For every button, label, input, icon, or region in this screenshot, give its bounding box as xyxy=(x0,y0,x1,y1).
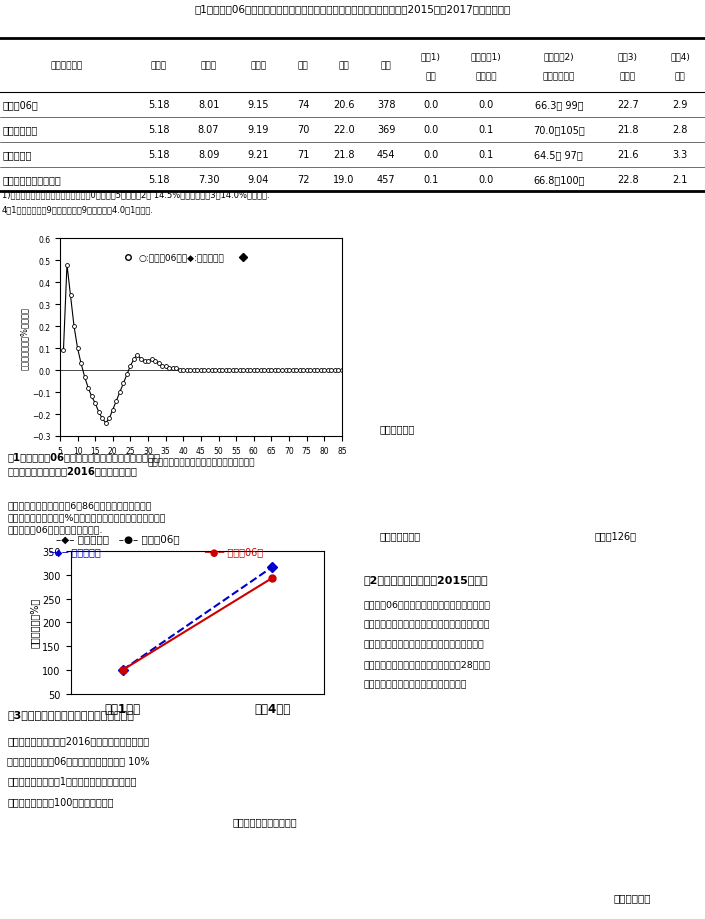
Text: 滋賀羽二重糯: 滋賀羽二重糯 xyxy=(379,424,415,434)
Text: 2.9: 2.9 xyxy=(673,100,688,110)
Text: 外観4): 外観4) xyxy=(670,52,690,62)
Text: ベーグル用の配合に、2016年産の「ヒヨクモチ」: ベーグル用の配合に、2016年産の「ヒヨクモチ」 xyxy=(7,735,149,745)
Text: 0.0: 0.0 xyxy=(479,100,494,110)
Text: 21.6: 21.6 xyxy=(617,150,639,160)
Text: 66.3（ 99）: 66.3（ 99） xyxy=(534,100,583,110)
Text: ブレンドした．製鄂1日後の「ヒヨクモチ」糸粉: ブレンドした．製鄂1日後の「ヒヨクモチ」糸粉 xyxy=(7,776,137,786)
Text: 表1「愛知糸06号」の主要特性（愛知県農業総合試験場山間農業研究所、2015年～2017年の平均値）: 表1「愛知糸06号」の主要特性（愛知県農業総合試験場山間農業研究所、2015年～… xyxy=(195,5,510,15)
Text: 22.0: 22.0 xyxy=(333,125,355,135)
Text: ○:愛知糸06号　◆:ヒメノモチ: ○:愛知糸06号 ◆:ヒメノモチ xyxy=(139,253,225,262)
Text: 「愛知糸06号」と「ヒメノモチ」は愛知農総試: 「愛知糸06号」と「ヒメノモチ」は愛知農総試 xyxy=(363,599,490,608)
Text: 22.7: 22.7 xyxy=(617,100,639,110)
Text: 出穂期: 出穂期 xyxy=(200,62,216,71)
Text: 454: 454 xyxy=(377,150,396,160)
Text: 0.0: 0.0 xyxy=(423,150,439,160)
Text: 倒伏1): 倒伏1) xyxy=(421,52,441,62)
Text: 0.0: 0.0 xyxy=(423,125,439,135)
Text: 9.15: 9.15 xyxy=(247,100,269,110)
Text: 県、滋賀県、北海道産を用いた．製郜28時間後: 県、滋賀県、北海道産を用いた．製郜28時間後 xyxy=(363,660,490,669)
Text: 愛知糯126号: 愛知糯126号 xyxy=(611,357,653,367)
Text: ─◆─ ヒヨクモチ: ─◆─ ヒヨクモチ xyxy=(49,547,101,557)
Text: 4）1（上の上）～9（下の下）の9段階評価で4.0が1等相当.: 4）1（上の上）～9（下の下）の9段階評価で4.0が1等相当. xyxy=(2,205,154,214)
Text: 22.8: 22.8 xyxy=(617,175,639,185)
Text: 図3　パン（ベーグル）の硭さの経時変化: 図3 パン（ベーグル）の硭さの経時変化 xyxy=(7,709,134,720)
Text: ヒメノモチ: ヒメノモチ xyxy=(422,249,452,259)
Text: 精玄米重2): 精玄米重2) xyxy=(544,52,574,62)
Text: 愛知糯126号: 愛知糯126号 xyxy=(594,531,636,541)
Text: 穂長: 穂長 xyxy=(338,62,350,71)
Text: 0.1: 0.1 xyxy=(423,175,439,185)
Text: 9.04: 9.04 xyxy=(247,175,269,185)
Text: 72: 72 xyxy=(297,175,309,185)
Text: 穂数: 穂数 xyxy=(381,62,391,71)
Text: 3.3: 3.3 xyxy=(673,150,688,160)
Text: きぬはなもち: きぬはなもち xyxy=(3,125,38,135)
Text: 両品種について、重合度6～86までの各側鎖の、全側
鎖に対するモル比率（%）を算出し、「ヒメノモチ」に対す
る「愛知糸06号」の差分を示した.: 両品種について、重合度6～86までの各側鎖の、全側 鎖に対するモル比率（%）を算… xyxy=(7,501,166,533)
Text: 21.8: 21.8 xyxy=(617,125,639,135)
Text: 品質: 品質 xyxy=(675,73,685,81)
Text: モチミノリ: モチミノリ xyxy=(3,150,32,160)
Text: ブレンドの硭さを100として示した．: ブレンドの硭さを100として示した． xyxy=(7,796,114,806)
Text: 8.07: 8.07 xyxy=(198,125,219,135)
Text: ココノエモチ（対照）: ココノエモチ（対照） xyxy=(3,175,61,185)
Text: 山間農業研究所産、「ヒヨクモチ」、「滋賀羽二: 山間農業研究所産、「ヒヨクモチ」、「滋賀羽二 xyxy=(363,619,489,629)
Text: 5.18: 5.18 xyxy=(148,125,170,135)
Text: 千粒重: 千粒重 xyxy=(620,73,636,81)
Text: 0.1: 0.1 xyxy=(479,125,494,135)
Text: 程度: 程度 xyxy=(426,73,436,81)
Text: 重糸」、「はくちょうもち」は、それぞれ佐賀: 重糸」、「はくちょうもち」は、それぞれ佐賀 xyxy=(363,640,484,649)
Text: 2.1: 2.1 xyxy=(673,175,688,185)
Text: 71: 71 xyxy=(297,150,309,160)
Text: 5.18: 5.18 xyxy=(148,175,170,185)
Text: –◆– ヒヨクモチ   –●– 愛知糸06号: –◆– ヒヨクモチ –●– 愛知糸06号 xyxy=(56,534,180,544)
Text: 64.5（ 97）: 64.5（ 97） xyxy=(534,150,583,160)
Text: 発生程度: 発生程度 xyxy=(475,73,497,81)
Text: もしくは「愛知糸06号」の気流粉砕糸粉を 10%: もしくは「愛知糸06号」の気流粉砕糸粉を 10% xyxy=(7,755,149,766)
Text: 0.0: 0.0 xyxy=(479,175,494,185)
Text: 図2　餅硭化性の比較（2015年産）: 図2 餅硭化性の比較（2015年産） xyxy=(363,574,488,584)
Text: 20.6: 20.6 xyxy=(333,100,355,110)
Text: 稈長: 稈長 xyxy=(298,62,309,71)
Text: 369: 369 xyxy=(377,125,396,135)
Text: 9.19: 9.19 xyxy=(247,125,269,135)
Text: の硭さを吹き下げ法によって比較した．: の硭さを吹き下げ法によって比較した． xyxy=(363,680,467,689)
Text: 0.0: 0.0 xyxy=(423,100,439,110)
Text: はくちょうもち: はくちょうもち xyxy=(379,531,421,541)
Text: 66.8（100）: 66.8（100） xyxy=(533,175,584,185)
Text: 457: 457 xyxy=(377,175,396,185)
Text: 成熟期: 成熟期 xyxy=(250,62,266,71)
Text: 5.18: 5.18 xyxy=(148,100,170,110)
Text: 穂いもち1): 穂いもち1) xyxy=(471,52,501,62)
Y-axis label: 側鎖モル比率（%）の差分: 側鎖モル比率（%）の差分 xyxy=(20,306,29,369)
Y-axis label: パンの硭さ（%）: パンの硭さ（%） xyxy=(30,597,39,648)
Text: 8.09: 8.09 xyxy=(198,150,219,160)
Text: 品種・系統名: 品種・系統名 xyxy=(51,62,83,71)
Text: 0.1: 0.1 xyxy=(479,150,494,160)
Text: ＼敝島製パン株式会社］: ＼敝島製パン株式会社］ xyxy=(233,816,298,826)
Text: 8.01: 8.01 xyxy=(198,100,219,110)
Text: ヒヨクモチ: ヒヨクモチ xyxy=(379,305,409,315)
Text: 1)倒伏程度、穂いもち発生程度の多少0（無）～5（甚）、2） 14.5%水分換算値、3）14.0%水分換算.: 1)倒伏程度、穂いもち発生程度の多少0（無）～5（甚）、2） 14.5%水分換算… xyxy=(2,190,270,199)
Text: 7.30: 7.30 xyxy=(198,175,219,185)
Text: 愛知糸06号: 愛知糸06号 xyxy=(3,100,39,110)
Text: 74: 74 xyxy=(297,100,309,110)
Text: 70.0（105）: 70.0（105） xyxy=(533,125,584,135)
Text: 70: 70 xyxy=(297,125,309,135)
Text: （梅本貴之）: （梅本貴之） xyxy=(613,892,651,902)
Text: 21.8: 21.8 xyxy=(333,150,355,160)
Text: 19.0: 19.0 xyxy=(333,175,355,185)
Text: 図1　「愛知糸06号」と「ヒメノモチ」のアミロペク
チン鎖長分布の比較（2016年産サンプル）: 図1 「愛知糸06号」と「ヒメノモチ」のアミロペク チン鎖長分布の比較（2016… xyxy=(7,452,160,475)
Text: （対照比率）: （対照比率） xyxy=(543,73,575,81)
Text: 9.21: 9.21 xyxy=(247,150,269,160)
Text: 玄米3): 玄米3) xyxy=(618,52,638,62)
Text: 378: 378 xyxy=(377,100,396,110)
Text: 5.18: 5.18 xyxy=(148,150,170,160)
Text: 移植期: 移植期 xyxy=(151,62,167,71)
X-axis label: アミロペクチン側鎖長（グルコース重合度）: アミロペクチン側鎖長（グルコース重合度） xyxy=(147,458,255,467)
Text: ─●─ 愛知糸06号: ─●─ 愛知糸06号 xyxy=(204,547,264,557)
Text: 2.8: 2.8 xyxy=(673,125,688,135)
